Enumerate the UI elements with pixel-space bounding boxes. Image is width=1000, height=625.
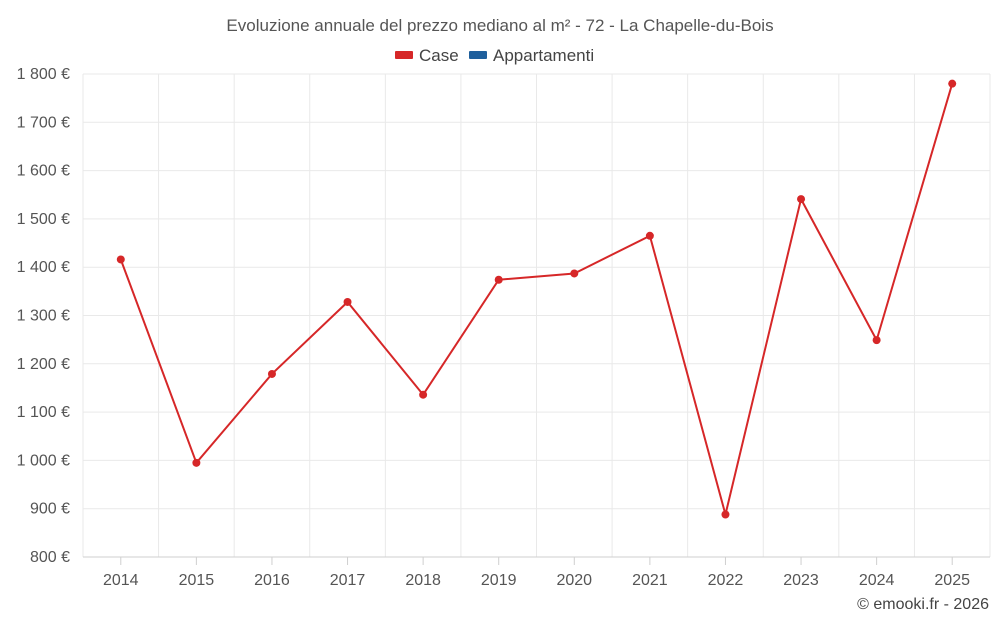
y-tick-label: 1 500 € bbox=[17, 211, 70, 228]
chart-title: Evoluzione annuale del prezzo mediano al… bbox=[226, 16, 773, 35]
legend-label-appartamenti: Appartamenti bbox=[493, 46, 594, 65]
legend-swatch-appartamenti bbox=[469, 51, 487, 59]
y-tick-label: 1 300 € bbox=[17, 308, 70, 325]
y-tick-label: 1 200 € bbox=[17, 356, 70, 373]
data-point-case-2025[interactable] bbox=[948, 79, 957, 88]
x-tick-label: 2023 bbox=[783, 572, 819, 589]
x-tick-label: 2016 bbox=[254, 572, 290, 589]
data-point-case-2014[interactable] bbox=[116, 255, 125, 264]
x-tick-label: 2022 bbox=[708, 572, 744, 589]
y-tick-label: 1 000 € bbox=[17, 452, 70, 469]
x-tick-label: 2017 bbox=[330, 572, 366, 589]
legend-label-case: Case bbox=[419, 46, 459, 65]
data-point-case-2022[interactable] bbox=[721, 510, 730, 519]
data-point-case-2019[interactable] bbox=[494, 275, 503, 284]
y-tick-label: 1 700 € bbox=[17, 114, 70, 131]
data-point-case-2017[interactable] bbox=[343, 297, 352, 306]
y-tick-label: 900 € bbox=[30, 501, 70, 518]
legend-item-appartamenti[interactable]: Appartamenti bbox=[469, 46, 594, 65]
data-point-case-2015[interactable] bbox=[192, 458, 201, 467]
x-tick-label: 2018 bbox=[405, 572, 441, 589]
data-point-case-2016[interactable] bbox=[267, 369, 276, 378]
x-tick-label: 2021 bbox=[632, 572, 668, 589]
data-point-case-2020[interactable] bbox=[570, 269, 579, 278]
x-tick-label: 2014 bbox=[103, 572, 139, 589]
y-tick-label: 1 600 € bbox=[17, 163, 70, 180]
data-point-case-2024[interactable] bbox=[872, 336, 881, 345]
data-point-case-2021[interactable] bbox=[645, 231, 654, 240]
y-tick-label: 800 € bbox=[30, 549, 70, 566]
x-tick-label: 2015 bbox=[179, 572, 215, 589]
x-tick-label: 2019 bbox=[481, 572, 517, 589]
legend-swatch-case bbox=[395, 51, 413, 59]
legend: Case Appartamenti bbox=[395, 46, 594, 65]
y-tick-label: 1 800 € bbox=[17, 66, 70, 83]
series-line-case bbox=[119, 83, 954, 515]
data-point-case-2018[interactable] bbox=[419, 390, 428, 399]
y-tick-label: 1 100 € bbox=[17, 404, 70, 421]
credit-text: © emooki.fr - 2026 bbox=[857, 596, 989, 613]
legend-item-case[interactable]: Case bbox=[395, 46, 459, 65]
x-tick-label: 2020 bbox=[556, 572, 592, 589]
x-tick-label: 2025 bbox=[934, 572, 970, 589]
data-point-case-2023[interactable] bbox=[797, 195, 806, 204]
x-tick-label: 2024 bbox=[859, 572, 895, 589]
y-tick-label: 1 400 € bbox=[17, 259, 70, 276]
